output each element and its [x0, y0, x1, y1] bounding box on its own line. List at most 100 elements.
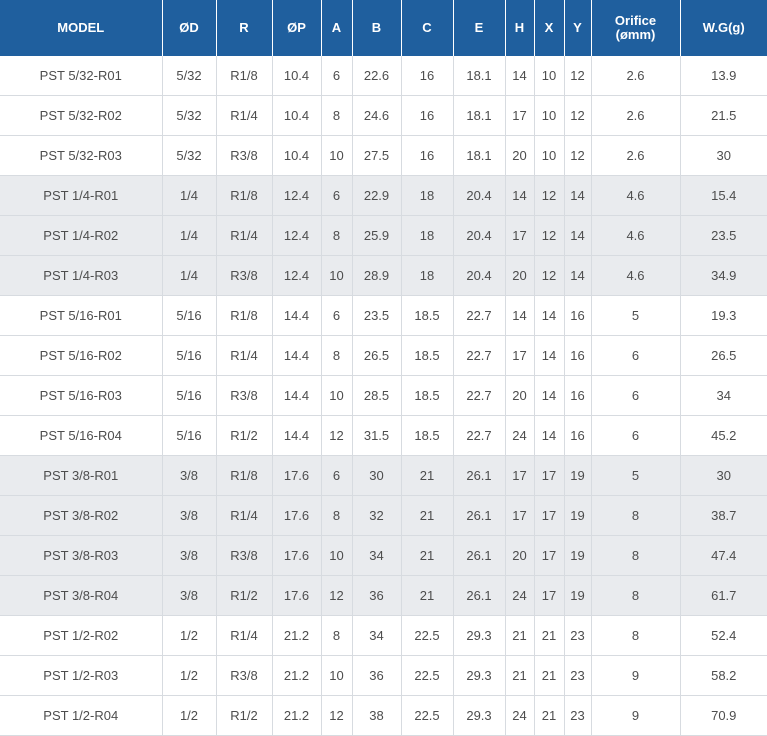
column-header-c: C: [401, 0, 454, 56]
cell-b: 27.5: [352, 135, 402, 176]
cell-r: R1/4: [216, 335, 273, 376]
cell-b: 34: [352, 535, 402, 576]
cell-r: R1/8: [216, 56, 273, 96]
cell-e: 26.1: [453, 455, 506, 496]
cell-weight: 38.7: [680, 495, 767, 536]
cell-x: 14: [534, 375, 565, 416]
cell-c: 21: [401, 495, 454, 536]
cell-x: 14: [534, 335, 565, 376]
cell-a: 8: [321, 215, 353, 256]
cell-b: 22.6: [352, 56, 402, 96]
cell-model: PST 5/16-R03: [0, 375, 163, 416]
cell-e: 18.1: [453, 56, 506, 96]
cell-op: 17.6: [272, 535, 322, 576]
cell-op: 17.6: [272, 495, 322, 536]
cell-model: PST 3/8-R01: [0, 455, 163, 496]
cell-h: 17: [505, 215, 535, 256]
cell-c: 21: [401, 575, 454, 616]
cell-c: 18.5: [401, 295, 454, 336]
cell-op: 10.4: [272, 56, 322, 96]
cell-a: 12: [321, 575, 353, 616]
cell-e: 22.7: [453, 375, 506, 416]
cell-orifice: 8: [591, 495, 681, 536]
column-header-model: MODEL: [0, 0, 163, 56]
table-row: PST 5/16-R02 5/16 R1/4 14.4 8 26.5 18.5 22.7 17 1…: [0, 335, 767, 376]
table-row: PST 1/4-R01 1/4 R1/8 12.4 6 22.9 18 20.4 14 12 14 4…: [0, 175, 767, 216]
cell-orifice: 9: [591, 695, 681, 736]
cell-h: 17: [505, 455, 535, 496]
cell-y: 16: [564, 415, 592, 456]
cell-r: R3/8: [216, 535, 273, 576]
header-row: MODEL ØD R ØP A B C E H X Y Orifice (ømm) W.G(g): [0, 0, 767, 56]
table-row: PST 3/8-R04 3/8 R1/2 17.6 12 36 21 26.1 24 17 19 8 6…: [0, 575, 767, 616]
cell-x: 17: [534, 455, 565, 496]
cell-a: 8: [321, 615, 353, 656]
cell-od: 3/8: [162, 535, 217, 576]
column-header-e: E: [453, 0, 506, 56]
cell-h: 17: [505, 495, 535, 536]
cell-od: 1/4: [162, 215, 217, 256]
cell-weight: 26.5: [680, 335, 767, 376]
cell-y: 16: [564, 375, 592, 416]
column-header-b: B: [352, 0, 402, 56]
cell-weight: 30: [680, 455, 767, 496]
cell-h: 17: [505, 95, 535, 136]
cell-a: 8: [321, 335, 353, 376]
cell-h: 24: [505, 575, 535, 616]
cell-h: 14: [505, 295, 535, 336]
cell-a: 10: [321, 535, 353, 576]
cell-b: 36: [352, 655, 402, 696]
table-row: PST 1/4-R02 1/4 R1/4 12.4 8 25.9 18 20.4 17 12 14 4…: [0, 215, 767, 256]
cell-x: 14: [534, 295, 565, 336]
cell-model: PST 1/4-R03: [0, 255, 163, 296]
cell-orifice: 6: [591, 415, 681, 456]
cell-weight: 13.9: [680, 56, 767, 96]
cell-y: 19: [564, 495, 592, 536]
column-header-op: ØP: [272, 0, 322, 56]
cell-e: 26.1: [453, 575, 506, 616]
table-row: PST 1/4-R03 1/4 R3/8 12.4 10 28.9 18 20.4 20 12 14…: [0, 255, 767, 296]
cell-c: 16: [401, 56, 454, 96]
cell-y: 14: [564, 175, 592, 216]
cell-r: R1/4: [216, 495, 273, 536]
cell-b: 30: [352, 455, 402, 496]
cell-e: 29.3: [453, 615, 506, 656]
cell-x: 12: [534, 255, 565, 296]
cell-a: 10: [321, 135, 353, 176]
table-row: PST 1/2-R04 1/2 R1/2 21.2 12 38 22.5 29.3 24 21 23…: [0, 695, 767, 736]
cell-od: 1/2: [162, 615, 217, 656]
cell-x: 21: [534, 615, 565, 656]
cell-y: 12: [564, 135, 592, 176]
cell-op: 14.4: [272, 295, 322, 336]
cell-od: 1/4: [162, 175, 217, 216]
cell-e: 20.4: [453, 255, 506, 296]
cell-model: PST 1/2-R02: [0, 615, 163, 656]
cell-model: PST 5/16-R01: [0, 295, 163, 336]
column-header-weight: W.G(g): [680, 0, 767, 56]
cell-e: 26.1: [453, 495, 506, 536]
cell-c: 18: [401, 215, 454, 256]
cell-r: R1/2: [216, 575, 273, 616]
cell-od: 5/16: [162, 295, 217, 336]
cell-weight: 15.4: [680, 175, 767, 216]
cell-b: 22.9: [352, 175, 402, 216]
cell-x: 21: [534, 695, 565, 736]
cell-op: 12.4: [272, 255, 322, 296]
cell-od: 5/32: [162, 95, 217, 136]
cell-weight: 30: [680, 135, 767, 176]
cell-b: 28.9: [352, 255, 402, 296]
cell-b: 34: [352, 615, 402, 656]
cell-b: 31.5: [352, 415, 402, 456]
cell-e: 18.1: [453, 95, 506, 136]
cell-y: 19: [564, 455, 592, 496]
cell-od: 5/16: [162, 375, 217, 416]
cell-orifice: 5: [591, 295, 681, 336]
table-row: PST 5/16-R03 5/16 R3/8 14.4 10 28.5 18.5 22.7 20…: [0, 375, 767, 416]
cell-model: PST 5/32-R01: [0, 56, 163, 96]
cell-e: 20.4: [453, 215, 506, 256]
cell-orifice: 2.6: [591, 135, 681, 176]
cell-model: PST 1/4-R02: [0, 215, 163, 256]
cell-orifice: 8: [591, 615, 681, 656]
cell-x: 17: [534, 575, 565, 616]
cell-od: 5/16: [162, 335, 217, 376]
